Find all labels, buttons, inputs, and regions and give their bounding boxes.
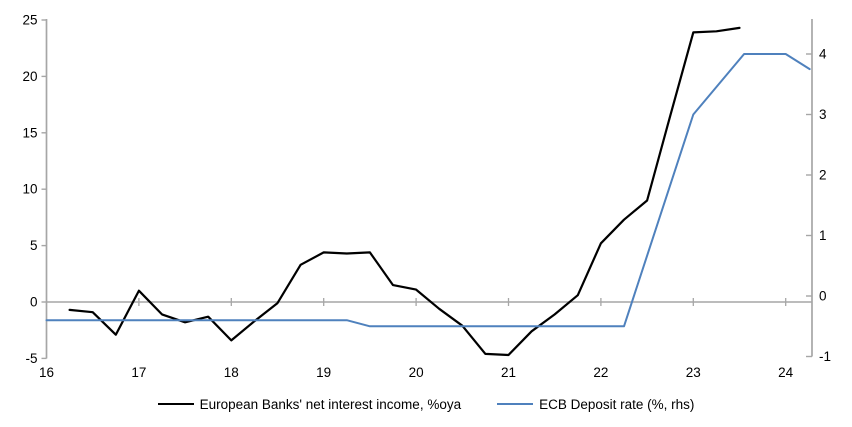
left-axis-tick-label: 20 <box>22 69 37 84</box>
right-axis-tick-label: 2 <box>819 168 827 183</box>
x-axis-year-label: 19 <box>316 365 331 380</box>
left-axis-tick-label: 25 <box>22 13 37 28</box>
x-axis-year-label: 18 <box>224 365 239 380</box>
right-axis-tick-label: 1 <box>819 228 827 243</box>
right-axis-tick-label: 0 <box>819 289 827 304</box>
legend-label-net-interest-income: European Banks' net interest income, %oy… <box>199 396 462 412</box>
series-line-ecb-deposit-rate <box>45 53 811 328</box>
left-axis-tick-label: 5 <box>30 238 38 253</box>
legend-item-net-interest-income: European Banks' net interest income, %oy… <box>157 396 462 412</box>
right-axis-tick-label: -1 <box>819 349 831 364</box>
series-group <box>45 26 811 357</box>
x-axis-year-label: 16 <box>39 365 54 380</box>
zero-line-group <box>46 298 812 306</box>
left-axis-tick-label: 0 <box>30 295 38 310</box>
legend-label-ecb-deposit-rate: ECB Deposit rate (%, rhs) <box>539 396 695 412</box>
left-axis-tick-label: 15 <box>22 125 37 140</box>
axes-group <box>41 19 813 360</box>
right-axis-tick-label: 3 <box>819 107 827 122</box>
legend-swatch-blue-line <box>497 403 534 405</box>
x-axis-year-label: 17 <box>131 365 146 380</box>
x-axis-year-label: 24 <box>778 365 794 380</box>
x-axis-year-label: 23 <box>686 365 701 380</box>
left-axis-tick-label: 10 <box>22 182 37 197</box>
x-axis-year-label: 22 <box>593 365 608 380</box>
left-axis-tick-label: -5 <box>25 351 37 366</box>
legend-item-ecb-deposit-rate: ECB Deposit rate (%, rhs) <box>497 397 694 412</box>
right-axis-tick-label: 4 <box>819 47 827 62</box>
x-axis-year-label: 20 <box>409 365 424 380</box>
x-axis-year-label: 21 <box>501 365 516 380</box>
series-line-net-interest-income <box>68 26 741 357</box>
chart-legend: European Banks' net interest income, %oy… <box>0 394 852 414</box>
legend-swatch-black-line <box>157 403 194 405</box>
